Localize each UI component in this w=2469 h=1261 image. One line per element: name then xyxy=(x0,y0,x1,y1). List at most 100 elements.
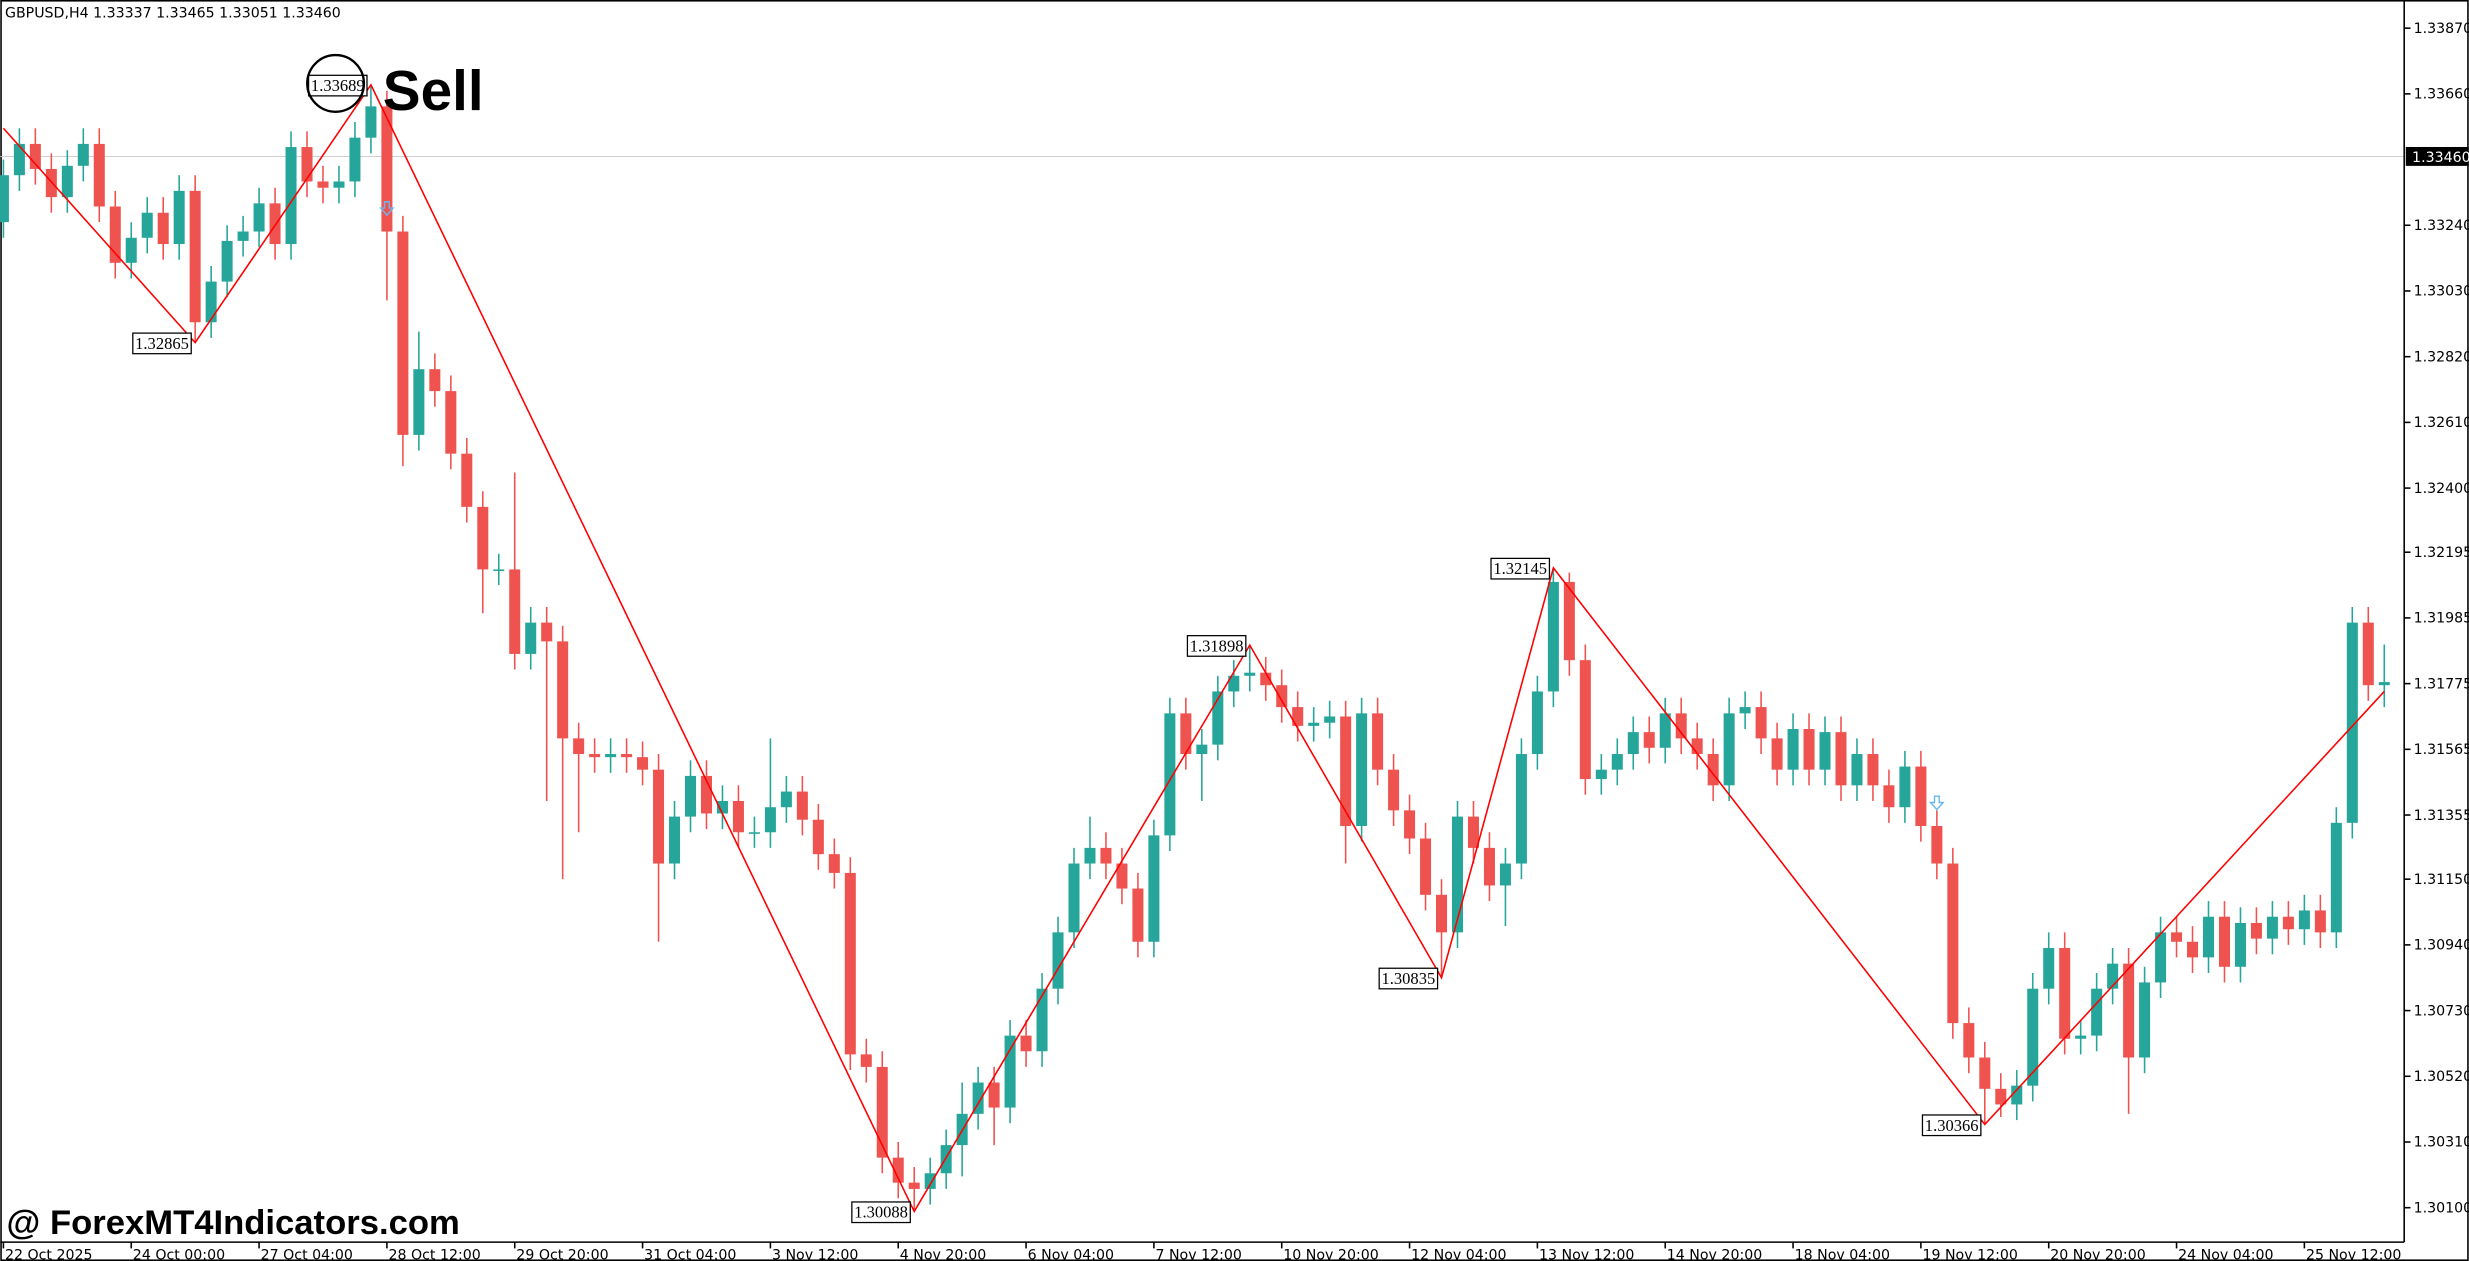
candle-body xyxy=(1787,728,1799,770)
pivot-label-box xyxy=(307,74,368,97)
y-tick-label: 1.31150 xyxy=(2414,872,2469,888)
pivot-label: 1.30366 xyxy=(1925,1116,1979,1135)
x-tick-label: 25 Nov 12:00 xyxy=(2306,1247,2401,1261)
candle-body xyxy=(1595,769,1607,780)
candle-body xyxy=(1356,713,1368,826)
zigzag-line xyxy=(2,83,2385,1214)
candle-body xyxy=(700,775,712,814)
candle-body xyxy=(1372,713,1384,770)
y-tick-label: 1.32610 xyxy=(2414,415,2469,431)
candle-body xyxy=(1979,1057,1991,1089)
pivot-label-group: 1.32145 xyxy=(1490,557,1551,580)
candle-body xyxy=(860,1054,872,1067)
candle-body xyxy=(1404,810,1416,839)
candle-body xyxy=(892,1157,904,1183)
y-tick-label: 1.32820 xyxy=(2414,349,2469,365)
x-tick-label: 22 Oct 2025 xyxy=(5,1247,93,1261)
candle-body xyxy=(1196,744,1208,755)
candle-body xyxy=(1180,713,1192,755)
candle-body xyxy=(77,143,89,166)
candle-body xyxy=(1164,713,1176,836)
candle-body xyxy=(2075,1035,2087,1039)
candle-body xyxy=(1659,713,1671,748)
plot-layer: 1.32865 1.33689 1.30088 1.31898 1.30835 1.321… xyxy=(0,74,2390,1224)
candle-body xyxy=(908,1182,920,1189)
pivot-label-group: 1.33689 xyxy=(307,74,368,97)
candle-body xyxy=(1883,785,1895,808)
candle-body xyxy=(2266,916,2278,939)
pivot-label-group: 1.31898 xyxy=(1186,635,1247,657)
candle-body xyxy=(173,190,185,245)
candle-body xyxy=(349,137,361,182)
candle-body xyxy=(189,190,201,323)
candle-body xyxy=(748,832,760,834)
candle-body xyxy=(1004,1035,1016,1108)
candle-body xyxy=(493,569,505,572)
pivot-label: 1.32865 xyxy=(135,334,189,353)
candle-body xyxy=(1324,716,1336,723)
candle-body xyxy=(557,641,569,739)
candle-body xyxy=(1515,754,1527,864)
candle-body xyxy=(1947,863,1959,1024)
candle-body xyxy=(477,506,489,570)
candle-body xyxy=(1436,894,1448,933)
candle-body xyxy=(2171,932,2183,942)
x-tick-label: 29 Oct 20:00 xyxy=(516,1247,608,1261)
candle-body xyxy=(1723,713,1735,786)
candle-body xyxy=(2378,682,2390,686)
candle-body xyxy=(1483,847,1495,886)
candle-body xyxy=(413,369,425,435)
candle-body xyxy=(1340,716,1352,826)
candle-body xyxy=(1691,738,1703,755)
candle-body xyxy=(317,181,329,188)
candle-body xyxy=(237,231,249,241)
x-tick-label: 12 Nov 04:00 xyxy=(1411,1247,1506,1261)
candle-body xyxy=(1244,672,1256,676)
watermark: @ ForexMT4Indicators.com xyxy=(7,1204,460,1242)
candle-body xyxy=(253,203,265,232)
candle-body xyxy=(1451,816,1464,933)
highlight-circle xyxy=(306,53,366,113)
candle-body xyxy=(924,1173,936,1189)
pivot-label-box xyxy=(1490,557,1551,580)
y-tick-label: 1.32400 xyxy=(2414,481,2469,497)
candle-body xyxy=(1068,863,1080,933)
x-tick-label: 19 Nov 12:00 xyxy=(1922,1247,2017,1261)
candle-body xyxy=(1148,835,1160,942)
candle-body xyxy=(2091,988,2103,1036)
candle-body xyxy=(1084,847,1096,864)
x-tick-label: 3 Nov 12:00 xyxy=(772,1247,858,1261)
candle-body xyxy=(109,206,121,263)
candle-body xyxy=(2123,963,2135,1058)
y-tick-label: 1.31355 xyxy=(2414,808,2469,824)
pivot-label-group: 1.30366 xyxy=(1921,1114,1982,1137)
candle-body xyxy=(0,175,9,223)
candle-body xyxy=(621,754,633,758)
candle-body xyxy=(157,212,169,245)
pivot-label: 1.30088 xyxy=(854,1203,908,1222)
candle-body xyxy=(1547,581,1559,692)
pivot-label-box xyxy=(132,332,192,355)
y-tick-label: 1.32195 xyxy=(2414,545,2469,561)
x-tick-label: 24 Oct 00:00 xyxy=(133,1247,225,1261)
candle-body xyxy=(1707,754,1719,786)
x-tick-label: 6 Nov 04:00 xyxy=(1028,1247,1114,1261)
current-price-label: 1.33460 xyxy=(2412,150,2469,166)
candle-body xyxy=(285,147,297,245)
candle-body xyxy=(381,106,393,232)
pivot-label: 1.30835 xyxy=(1382,969,1436,988)
y-tick-label: 1.30520 xyxy=(2414,1069,2469,1085)
x-tick-label: 31 Oct 04:00 xyxy=(644,1247,736,1261)
y-tick-label: 1.31565 xyxy=(2414,742,2469,758)
candle-body xyxy=(2187,941,2199,958)
y-tick-label: 1.30310 xyxy=(2414,1135,2469,1151)
candle-body xyxy=(461,453,473,507)
candle-body xyxy=(125,237,137,263)
candle-body xyxy=(605,754,617,758)
candle-body xyxy=(269,203,281,245)
y-tick-label: 1.31985 xyxy=(2414,611,2469,627)
candle-body xyxy=(1835,732,1847,786)
candle-body xyxy=(1420,838,1432,895)
candle-body xyxy=(93,143,105,207)
candle-body xyxy=(2107,963,2119,989)
